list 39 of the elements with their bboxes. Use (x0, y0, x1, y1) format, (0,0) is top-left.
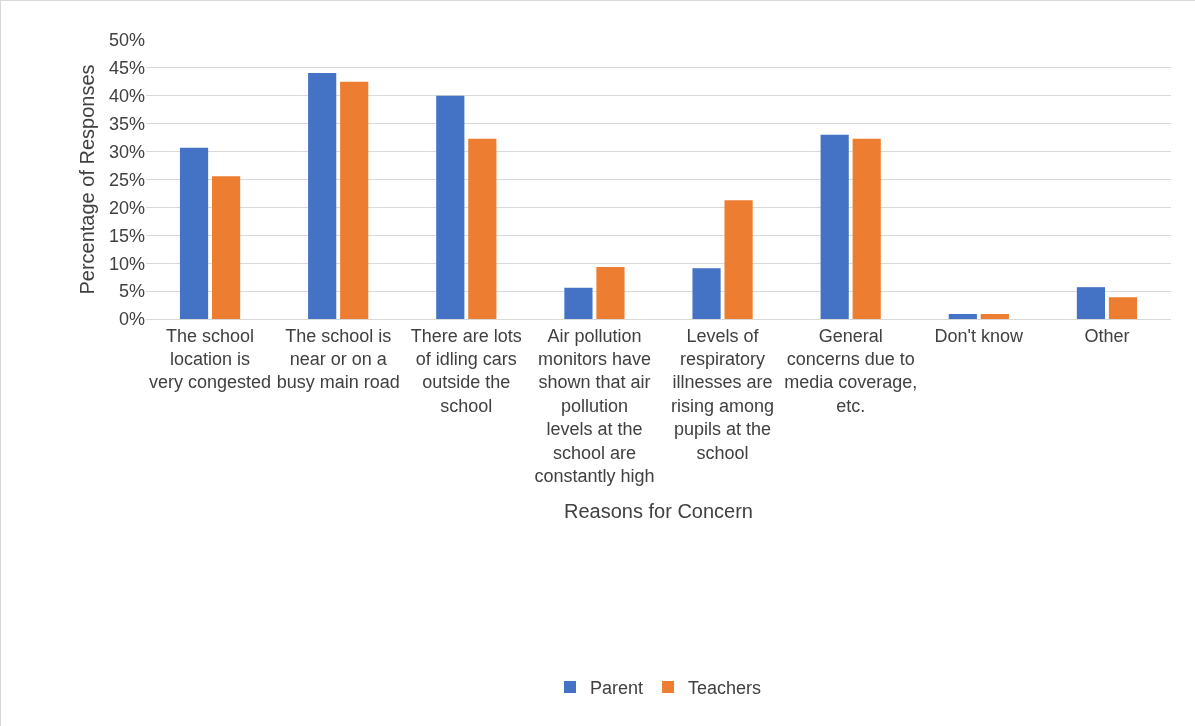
legend-label: Parent (590, 678, 644, 698)
bar (436, 95, 465, 319)
bar (724, 200, 753, 319)
y-tick-label: 30% (108, 141, 145, 162)
y-tick-label: 15% (108, 225, 145, 246)
x-tick-label: The school is near or on a busy main road (276, 325, 400, 393)
x-tick-label: Levels of respiratory illnesses are rising among pupils at the school (671, 325, 775, 463)
x-tick-label: Other (1084, 325, 1130, 346)
y-tick-label: 35% (108, 114, 145, 134)
bar (340, 81, 369, 319)
y-tick-label: 40% (108, 86, 145, 107)
y-tick-label: 5% (118, 281, 145, 302)
y-tick-label: 45% (108, 58, 145, 79)
bar (596, 267, 625, 319)
y-tick-label: 50% (108, 30, 145, 51)
bar (179, 147, 209, 319)
y-axis-title: Percentage of Responses (76, 64, 99, 295)
y-tick-label: 25% (108, 169, 145, 190)
bar (1076, 287, 1106, 319)
bar (308, 72, 337, 319)
x-axis-title: Reasons for Concern (564, 499, 753, 522)
x-tick-label: Don't know (934, 325, 1025, 346)
x-tick-label: The school location is very congested (149, 325, 272, 393)
y-tick-label: 20% (108, 197, 145, 218)
bar (468, 138, 497, 319)
bar (852, 138, 881, 319)
x-tick-label: General concerns due to media coverage, etc. (784, 325, 918, 416)
bar (211, 176, 241, 319)
legend-label: Teachers (688, 678, 762, 698)
bar (820, 134, 849, 319)
y-tick-label: 0% (118, 309, 145, 330)
bar (692, 268, 721, 319)
bar (1108, 297, 1138, 319)
bar (948, 313, 977, 319)
y-tick-label: 10% (108, 253, 145, 274)
x-tick-label: Air pollution monitors have shown that air pollution levels at the school are constantly high (534, 325, 655, 486)
x-tick-label: There are lots of idling cars outside the school (410, 325, 522, 416)
bar (980, 313, 1009, 319)
bar (564, 287, 593, 319)
